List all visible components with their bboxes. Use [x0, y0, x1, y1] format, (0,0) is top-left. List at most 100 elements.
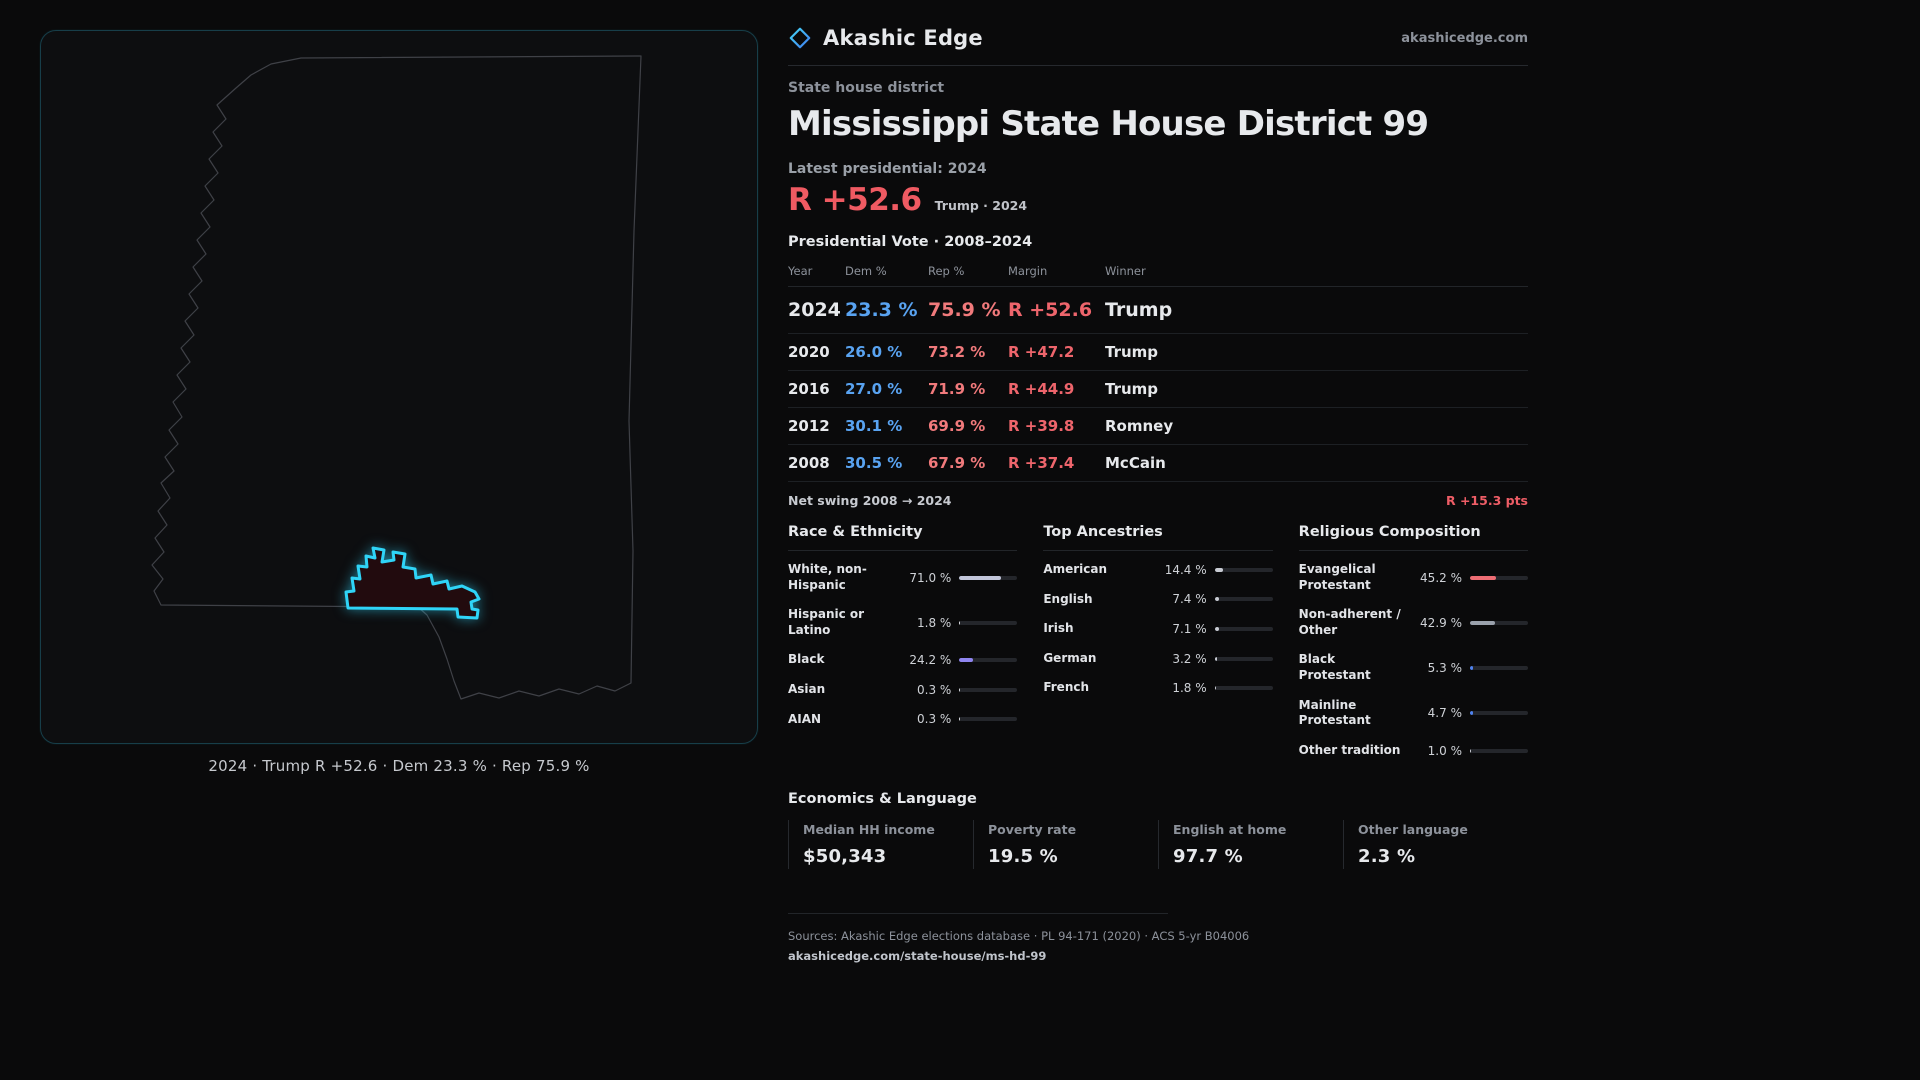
- row-margin: R +37.4: [1008, 454, 1075, 472]
- item-label: English: [1043, 591, 1093, 606]
- map-caption: 2024 · Trump R +52.6 · Dem 23.3 % · Rep …: [208, 757, 590, 775]
- brand-domain-link[interactable]: akashicedge.com: [1401, 30, 1528, 46]
- item-bar: [1214, 626, 1273, 631]
- row-dem: 30.5 %: [845, 454, 903, 472]
- kicker: State house district: [788, 80, 945, 96]
- stat-value: $50,343: [803, 846, 887, 868]
- item-value: 7.4 %: [1172, 592, 1207, 607]
- stat-median-income: Median HH income $50,343: [788, 820, 973, 870]
- item-bar: [959, 687, 1018, 692]
- district-map-panel: [40, 30, 758, 744]
- stat-label: English at home: [1173, 822, 1287, 838]
- item-label: Black: [788, 652, 825, 667]
- stat-label: Other language: [1358, 822, 1468, 838]
- demographics: Race & Ethnicity White, non-Hispanic 71.…: [788, 524, 1528, 765]
- net-swing-label: Net swing 2008 → 2024: [788, 493, 952, 508]
- item-value: 5.3 %: [1427, 660, 1462, 675]
- row-margin: R +52.6: [1008, 299, 1093, 321]
- list-item: English 7.4 %: [1043, 585, 1273, 615]
- stat-poverty-rate: Poverty rate 19.5 %: [973, 820, 1158, 870]
- row-margin: R +47.2: [1008, 343, 1075, 361]
- item-bar: [959, 575, 1018, 580]
- row-winner: Romney: [1105, 417, 1174, 435]
- list-item: Non-adherent / Other 42.9 %: [1299, 600, 1528, 645]
- vote-table-header: Year Dem % Rep % Margin Winner: [788, 258, 1528, 287]
- item-value: 1.0 %: [1427, 743, 1462, 758]
- row-rep: 73.2 %: [928, 343, 986, 361]
- stat-other-language: Other language 2.3 %: [1343, 820, 1528, 870]
- table-row: 2020 26.0 % 73.2 % R +47.2 Trump: [788, 334, 1528, 371]
- footer: Sources: Akashic Edge elections database…: [788, 913, 1528, 963]
- item-bar: [1214, 597, 1273, 602]
- row-rep: 67.9 %: [928, 454, 986, 472]
- headline-margin-context: Trump · 2024: [934, 198, 1028, 213]
- diamond-logo-icon: [789, 27, 811, 49]
- page-title: Mississippi State House District 99: [788, 104, 1429, 144]
- item-bar: [1469, 575, 1528, 580]
- item-bar: [1469, 620, 1528, 625]
- race-title: Race & Ethnicity: [788, 524, 1018, 551]
- net-swing: Net swing 2008 → 2024 R +15.3 pts: [788, 482, 1528, 508]
- item-label: German: [1043, 650, 1097, 665]
- row-rep: 71.9 %: [928, 380, 986, 398]
- list-item: French 1.8 %: [1043, 673, 1273, 703]
- item-bar: [959, 658, 1018, 663]
- list-item: White, non-Hispanic 71.0 %: [788, 555, 1018, 600]
- list-item: AIAN 0.3 %: [788, 705, 1018, 735]
- item-label: Other tradition: [1298, 742, 1401, 757]
- item-value: 1.8 %: [1172, 681, 1207, 696]
- item-bar: [1214, 567, 1273, 572]
- list-item: Irish 7.1 %: [1043, 614, 1273, 644]
- item-bar: [1214, 686, 1273, 691]
- stat-english-home: English at home 97.7 %: [1158, 820, 1343, 870]
- item-value: 71.0 %: [909, 570, 952, 585]
- list-item: Evangelical Protestant 45.2 %: [1299, 555, 1528, 600]
- stat-value: 97.7 %: [1173, 846, 1243, 868]
- item-value: 4.7 %: [1427, 706, 1462, 721]
- item-label: Hispanic or Latino: [788, 607, 865, 637]
- brand-name: Akashic Edge: [823, 26, 983, 50]
- item-label: White, non-Hispanic: [788, 562, 867, 592]
- item-value: 1.8 %: [917, 615, 952, 630]
- item-label: Evangelical Protestant: [1298, 562, 1376, 592]
- item-bar: [1469, 665, 1528, 670]
- item-bar: [1214, 656, 1273, 661]
- item-label: American: [1043, 562, 1108, 576]
- item-label: Mainline Protestant: [1298, 697, 1371, 728]
- item-value: 45.2 %: [1420, 570, 1462, 585]
- row-dem: 23.3 %: [845, 299, 918, 321]
- list-item: Black Protestant 5.3 %: [1299, 645, 1528, 690]
- row-dem: 26.0 %: [845, 343, 903, 361]
- ancestry-section: Top Ancestries American 14.4 % English 7…: [1043, 524, 1273, 765]
- row-year: 2024: [788, 299, 841, 321]
- brand: Akashic Edge: [788, 26, 983, 50]
- row-year: 2008: [788, 454, 830, 472]
- state-outline: [151, 55, 642, 700]
- row-winner: Trump: [1105, 380, 1159, 398]
- row-rep: 69.9 %: [928, 417, 986, 435]
- footer-divider: [788, 913, 1168, 915]
- list-item: German 3.2 %: [1043, 644, 1273, 674]
- col-winner: Winner: [1105, 264, 1146, 278]
- religion-section: Religious Composition Evangelical Protes…: [1298, 524, 1528, 765]
- row-winner: McCain: [1105, 454, 1166, 472]
- economics-title: Economics & Language: [788, 791, 977, 808]
- permalink[interactable]: akashicedge.com/state-house/ms-hd-99: [788, 949, 1047, 964]
- table-row: 2024 23.3 % 75.9 % R +52.6 Trump: [788, 287, 1528, 334]
- list-item: Hispanic or Latino 1.8 %: [788, 600, 1018, 645]
- item-label: Non-adherent / Other: [1298, 607, 1401, 637]
- col-rep: Rep %: [928, 264, 965, 278]
- item-label: Black Protestant: [1298, 652, 1371, 682]
- list-item: Asian 0.3 %: [788, 675, 1018, 705]
- stat-label: Poverty rate: [988, 822, 1077, 838]
- race-section: Race & Ethnicity White, non-Hispanic 71.…: [788, 524, 1018, 765]
- row-year: 2012: [788, 417, 830, 435]
- item-value: 0.3 %: [917, 682, 952, 697]
- district-shape[interactable]: [344, 546, 481, 620]
- table-row: 2008 30.5 % 67.9 % R +37.4 McCain: [788, 445, 1528, 482]
- item-bar: [959, 620, 1018, 625]
- item-value: 24.2 %: [909, 653, 952, 668]
- list-item: Mainline Protestant 4.7 %: [1299, 691, 1528, 736]
- row-year: 2016: [788, 380, 830, 398]
